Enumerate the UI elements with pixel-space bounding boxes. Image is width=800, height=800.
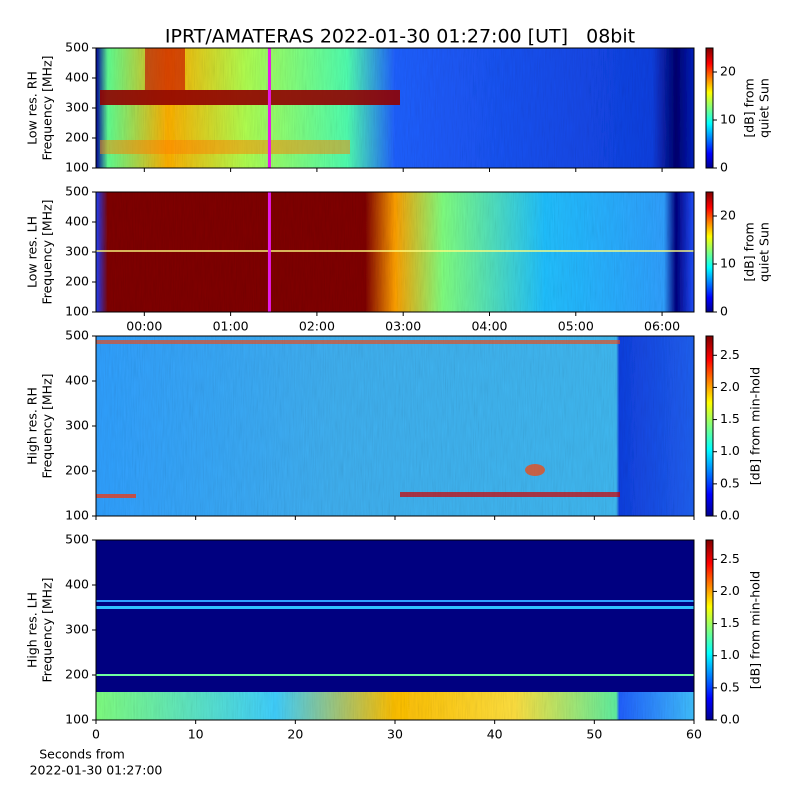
- colorbar-label: [dB] from min-hold: [748, 367, 763, 485]
- colorbar-label: [dB] from: [742, 222, 757, 281]
- colorbar-tick-label: 0.0: [720, 712, 740, 727]
- colorbar-tick-label: 2.0: [720, 583, 740, 598]
- y-tick-label: 500: [65, 184, 89, 199]
- y-tick-label: 200: [65, 130, 89, 145]
- y-axis-label: High res. RH: [25, 387, 40, 465]
- y-tick-label: 100: [65, 712, 89, 727]
- x-tick-label: 03:00: [385, 319, 421, 334]
- colorbars: [705, 47, 714, 721]
- colorbar-tick-label: 1.0: [720, 443, 740, 458]
- y-axis-label: Frequency [MHz]: [40, 373, 55, 478]
- colorbar-label: [dB] from: [742, 78, 757, 137]
- y-tick-label: 400: [65, 70, 89, 85]
- y-tick-label: 400: [65, 373, 89, 388]
- colorbar-tick-label: 10: [720, 112, 736, 127]
- y-tick-label: 100: [65, 160, 89, 175]
- y-tick-label: 100: [65, 304, 89, 319]
- x-tick-label: 00:00: [126, 319, 162, 334]
- y-tick-label: 500: [65, 40, 89, 55]
- heatmap-3: [96, 336, 694, 516]
- y-tick-label: 400: [65, 214, 89, 229]
- x-tick-label: 60: [686, 727, 702, 742]
- colorbar-tick-label: 1.0: [720, 647, 740, 662]
- heatmap-1: [96, 48, 694, 168]
- y-axis-label: High res. LH: [25, 592, 40, 668]
- colorbar-tick-label: 20: [720, 64, 736, 79]
- x-axis-label: 2022-01-30 01:27:00: [30, 763, 163, 778]
- y-tick-label: 300: [65, 622, 89, 637]
- y-tick-label: 200: [65, 667, 89, 682]
- x-tick-label: 04:00: [471, 319, 507, 334]
- y-axis-label: Frequency [MHz]: [40, 55, 55, 160]
- x-tick-label: 02:00: [299, 319, 335, 334]
- x-tick-label: 01:00: [213, 319, 249, 334]
- x-tick-label: 40: [487, 727, 503, 742]
- y-tick-label: 100: [65, 508, 89, 523]
- y-tick-label: 200: [65, 274, 89, 289]
- colorbar-tick-label: 0.5: [720, 679, 740, 694]
- x-tick-label: 20: [287, 727, 303, 742]
- colorbar-tick-label: 2.5: [720, 347, 740, 362]
- colorbar-tick-label: 1.5: [720, 411, 740, 426]
- y-axis-label: Low res. RH: [25, 71, 40, 145]
- colorbar-tick-label: 0: [720, 160, 728, 175]
- colorbar-tick-label: 1.5: [720, 615, 740, 630]
- y-tick-label: 300: [65, 100, 89, 115]
- y-tick-label: 200: [65, 463, 89, 478]
- colorbar-tick-label: 0.0: [720, 508, 740, 523]
- x-tick-label: 30: [387, 727, 403, 742]
- colorbar-tick-label: 0: [720, 304, 728, 319]
- x-tick-label: 10: [188, 727, 204, 742]
- x-tick-label: 0: [92, 727, 100, 742]
- y-axis-label: Low res. LH: [25, 216, 40, 288]
- colorbar-tick-label: 2.0: [720, 379, 740, 394]
- y-axis-label: Frequency [MHz]: [40, 199, 55, 304]
- heatmap-4: [96, 540, 694, 720]
- y-tick-label: 300: [65, 244, 89, 259]
- colorbar-tick-label: 10: [720, 256, 736, 271]
- y-tick-label: 400: [65, 577, 89, 592]
- y-tick-label: 500: [65, 328, 89, 343]
- colorbar-tick-label: 2.5: [720, 551, 740, 566]
- figure-title: IPRT/AMATERAS 2022-01-30 01:27:00 [UT] 0…: [165, 26, 635, 48]
- y-tick-label: 500: [65, 532, 89, 547]
- x-tick-label: 50: [586, 727, 602, 742]
- y-axis-label: Frequency [MHz]: [40, 577, 55, 682]
- colorbar-tick-label: 0.5: [720, 475, 740, 490]
- x-axis-label: Seconds from: [39, 747, 125, 762]
- x-tick-label: 06:00: [644, 319, 680, 334]
- x-tick-label: 05:00: [558, 319, 594, 334]
- colorbar-label: quiet Sun: [757, 78, 772, 138]
- colorbar-label: quiet Sun: [757, 222, 772, 282]
- y-tick-label: 300: [65, 418, 89, 433]
- heatmap-2: [96, 192, 694, 312]
- colorbar-label: [dB] from min-hold: [748, 571, 763, 689]
- colorbar-tick-label: 20: [720, 208, 736, 223]
